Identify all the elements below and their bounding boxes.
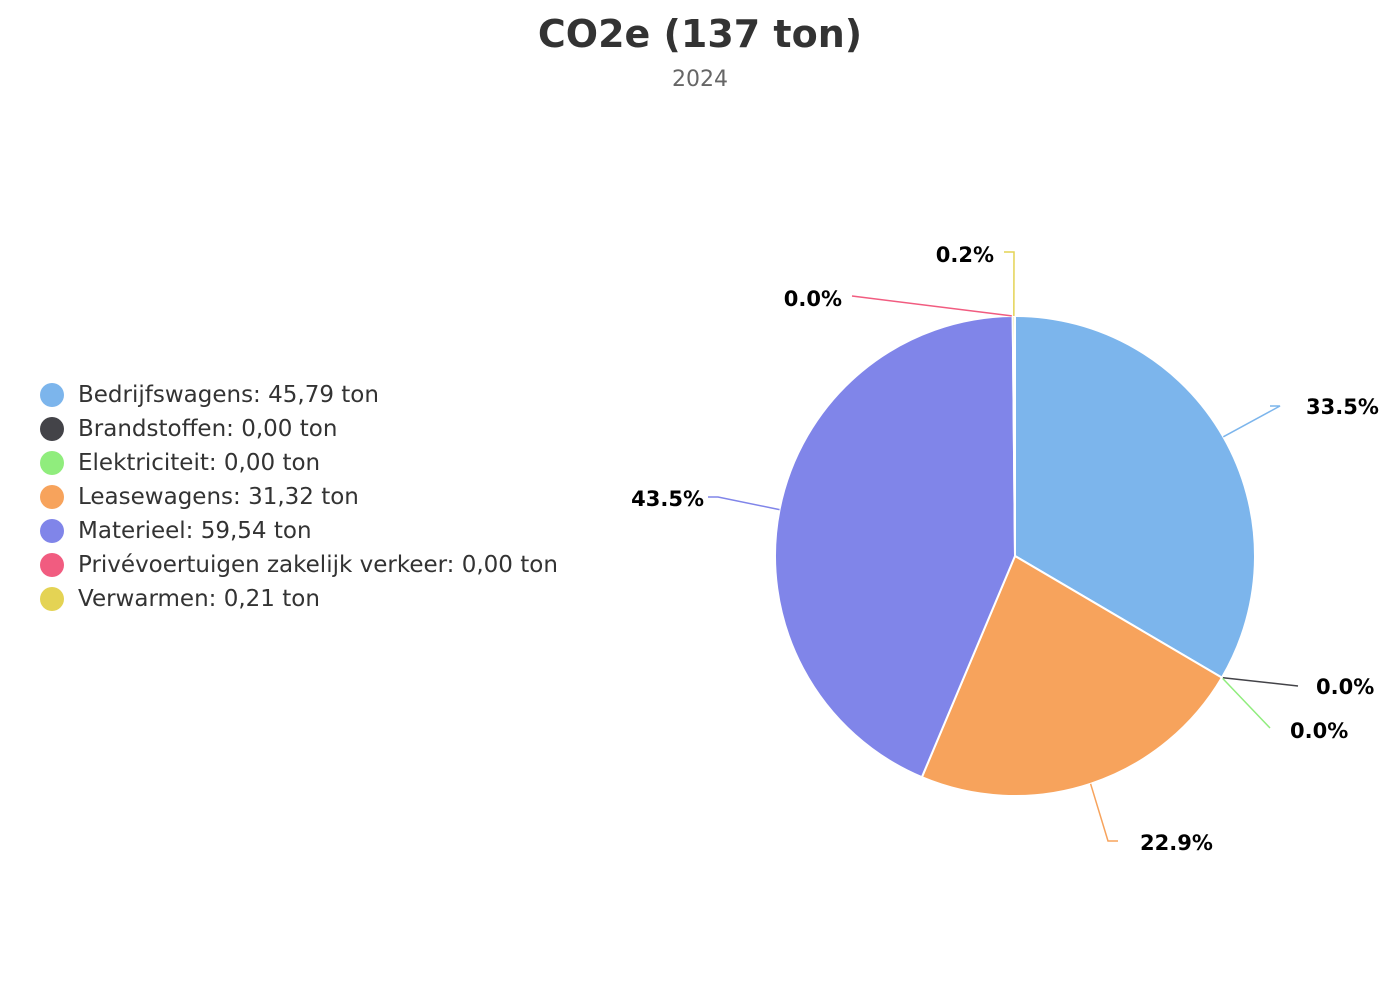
slice-percent-label: 0.0% [784,287,842,311]
pie-slice[interactable] [1014,315,1256,679]
legend-marker [40,519,64,543]
slice-percent-label: 43.5% [631,487,704,511]
legend-label: Bedrijfswagens: 45,79 ton [78,382,379,408]
legend-item[interactable]: Verwarmen: 0,21 ton [40,582,558,616]
slice-percent-label: 0.0% [1290,719,1348,743]
pie-slice[interactable] [774,315,1016,779]
slice-percent-label: 0.0% [1316,675,1374,699]
legend-marker [40,587,64,611]
slice-connector [708,496,780,511]
slice-connector [1222,405,1281,438]
legend-item[interactable]: Materieel: 59,54 ton [40,514,558,548]
legend-label: Brandstoffen: 0,00 ton [78,416,338,442]
legend-marker [40,451,64,475]
legend-marker [40,383,64,407]
legend-item[interactable]: Bedrijfswagens: 45,79 ton [40,378,558,412]
legend-item[interactable]: Privévoertuigen zakelijk verkeer: 0,00 t… [40,548,558,582]
legend-label: Verwarmen: 0,21 ton [78,586,320,612]
slice-connector [1004,251,1015,317]
chart-legend: Bedrijfswagens: 45,79 ton Brandstoffen: 0… [40,378,558,616]
legend-label: Leasewagens: 31,32 ton [78,484,359,510]
legend-label: Materieel: 59,54 ton [78,518,312,544]
legend-item[interactable]: Elektriciteit: 0,00 ton [40,446,558,480]
pie-slice[interactable] [920,555,1223,797]
legend-marker [40,553,64,577]
slice-connector [851,295,1013,317]
chart-subtitle: 2024 [672,67,728,92]
legend-label: Privévoertuigen zakelijk verkeer: 0,00 t… [78,552,558,578]
legend-marker [40,417,64,441]
legend-item[interactable]: Leasewagens: 31,32 ton [40,480,558,514]
legend-label: Elektriciteit: 0,00 ton [78,450,321,476]
slice-connector [1221,677,1271,729]
slice-percent-label: 22.9% [1140,831,1213,855]
slice-connector [1221,676,1299,687]
slice-connector [1089,783,1118,842]
chart-title: CO2e (137 ton) [537,12,863,56]
legend-marker [40,485,64,509]
slice-percent-label: 33.5% [1306,395,1379,419]
legend-item[interactable]: Brandstoffen: 0,00 ton [40,412,558,446]
slice-percent-label: 0.2% [936,243,994,267]
